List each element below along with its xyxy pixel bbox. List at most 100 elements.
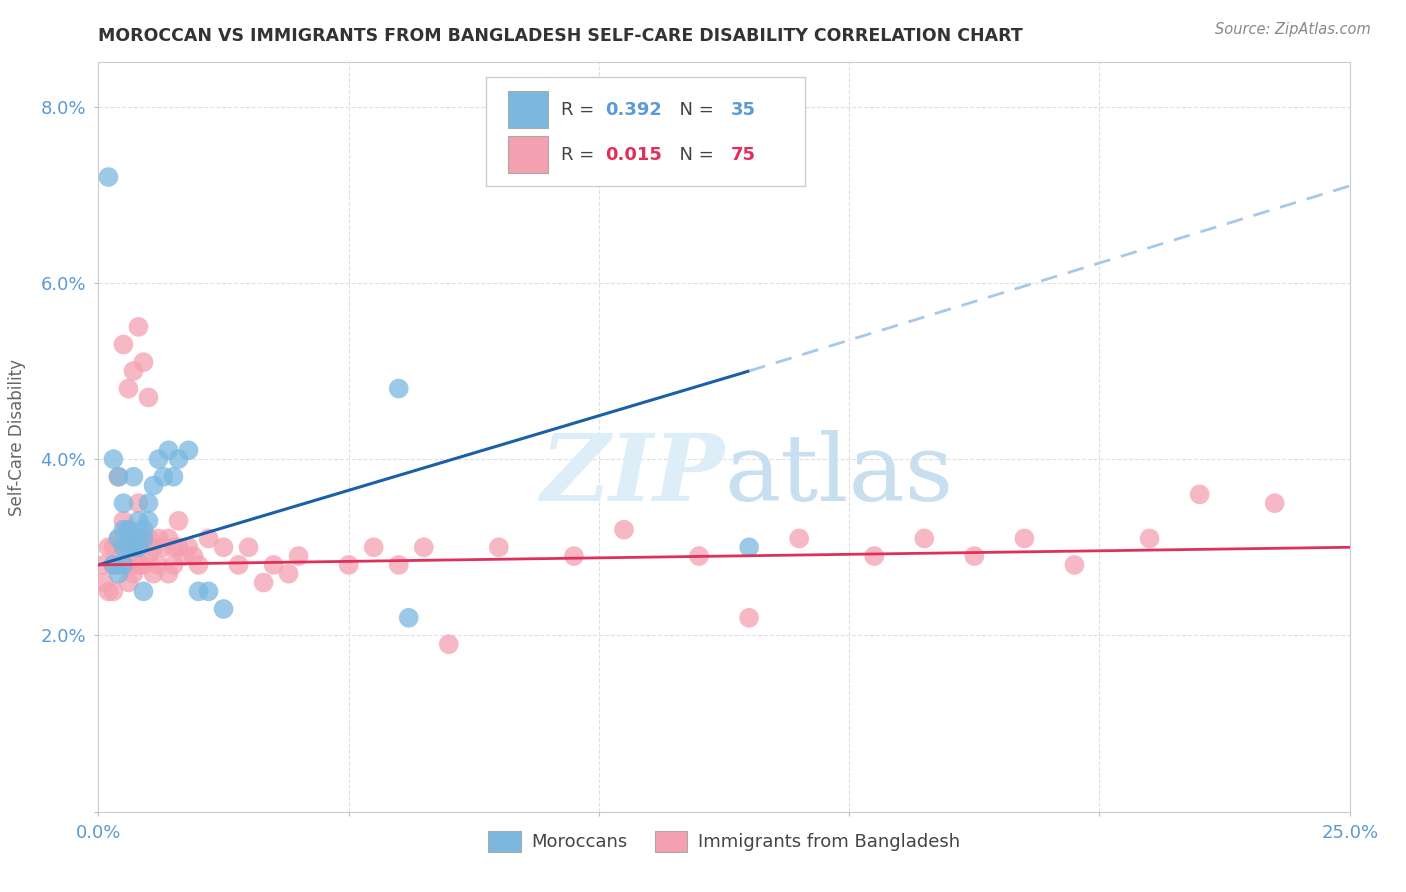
- Point: [738, 611, 761, 625]
- Point: [162, 541, 184, 555]
- Point: [162, 558, 184, 572]
- Point: [103, 558, 125, 572]
- FancyBboxPatch shape: [508, 136, 548, 173]
- Point: [177, 541, 200, 555]
- Point: [167, 541, 190, 555]
- Point: [157, 532, 180, 546]
- Point: [167, 514, 190, 528]
- Point: [228, 558, 250, 572]
- Point: [1264, 496, 1286, 510]
- Point: [152, 541, 174, 555]
- Point: [117, 382, 139, 396]
- Point: [117, 575, 139, 590]
- Point: [107, 532, 129, 546]
- Point: [112, 337, 135, 351]
- Point: [187, 558, 209, 572]
- Point: [787, 532, 810, 546]
- Point: [1139, 532, 1161, 546]
- Point: [112, 541, 135, 555]
- Point: [437, 637, 460, 651]
- Point: [122, 549, 145, 563]
- Point: [127, 496, 149, 510]
- Point: [152, 469, 174, 483]
- Point: [1063, 558, 1085, 572]
- Text: MOROCCAN VS IMMIGRANTS FROM BANGLADESH SELF-CARE DISABILITY CORRELATION CHART: MOROCCAN VS IMMIGRANTS FROM BANGLADESH S…: [98, 27, 1024, 45]
- Point: [863, 549, 886, 563]
- Point: [963, 549, 986, 563]
- Point: [148, 532, 170, 546]
- Point: [117, 558, 139, 572]
- Text: atlas: atlas: [724, 430, 953, 519]
- Point: [142, 478, 165, 492]
- Point: [167, 452, 190, 467]
- Point: [112, 558, 135, 572]
- Text: N =: N =: [668, 145, 720, 163]
- Text: 75: 75: [730, 145, 755, 163]
- Point: [138, 532, 160, 546]
- Point: [103, 541, 125, 555]
- Point: [212, 541, 235, 555]
- Point: [337, 558, 360, 572]
- Point: [1014, 532, 1036, 546]
- Point: [107, 469, 129, 483]
- Point: [117, 523, 139, 537]
- Point: [148, 558, 170, 572]
- Point: [127, 319, 149, 334]
- Point: [138, 514, 160, 528]
- Text: R =: R =: [561, 101, 600, 119]
- Text: 0.392: 0.392: [605, 101, 662, 119]
- Text: ZIP: ZIP: [540, 430, 724, 519]
- Point: [122, 541, 145, 555]
- Point: [562, 549, 585, 563]
- Point: [127, 532, 149, 546]
- Point: [122, 532, 145, 546]
- Point: [97, 541, 120, 555]
- Point: [122, 532, 145, 546]
- FancyBboxPatch shape: [486, 78, 806, 186]
- Point: [132, 558, 155, 572]
- Point: [197, 532, 219, 546]
- Point: [117, 541, 139, 555]
- Point: [287, 549, 309, 563]
- Point: [183, 549, 205, 563]
- Point: [117, 523, 139, 537]
- Point: [112, 558, 135, 572]
- Point: [142, 566, 165, 581]
- Point: [138, 496, 160, 510]
- Text: N =: N =: [668, 101, 720, 119]
- Point: [613, 523, 636, 537]
- Point: [132, 523, 155, 537]
- Point: [117, 541, 139, 555]
- Point: [363, 541, 385, 555]
- Point: [122, 364, 145, 378]
- Point: [93, 558, 115, 572]
- Point: [157, 566, 180, 581]
- Point: [488, 541, 510, 555]
- Text: R =: R =: [561, 145, 600, 163]
- Point: [138, 549, 160, 563]
- Point: [277, 566, 299, 581]
- Point: [197, 584, 219, 599]
- Point: [912, 532, 935, 546]
- Point: [148, 452, 170, 467]
- Point: [162, 469, 184, 483]
- Point: [688, 549, 710, 563]
- Point: [263, 558, 285, 572]
- FancyBboxPatch shape: [508, 91, 548, 128]
- Point: [412, 541, 434, 555]
- Point: [238, 541, 260, 555]
- Point: [107, 558, 129, 572]
- Point: [103, 558, 125, 572]
- Text: Source: ZipAtlas.com: Source: ZipAtlas.com: [1215, 22, 1371, 37]
- Point: [103, 584, 125, 599]
- Point: [107, 566, 129, 581]
- Point: [97, 169, 120, 184]
- Point: [157, 443, 180, 458]
- Point: [112, 523, 135, 537]
- Point: [132, 532, 155, 546]
- Point: [103, 452, 125, 467]
- Text: 35: 35: [730, 101, 755, 119]
- Point: [112, 514, 135, 528]
- Point: [738, 541, 761, 555]
- Point: [142, 541, 165, 555]
